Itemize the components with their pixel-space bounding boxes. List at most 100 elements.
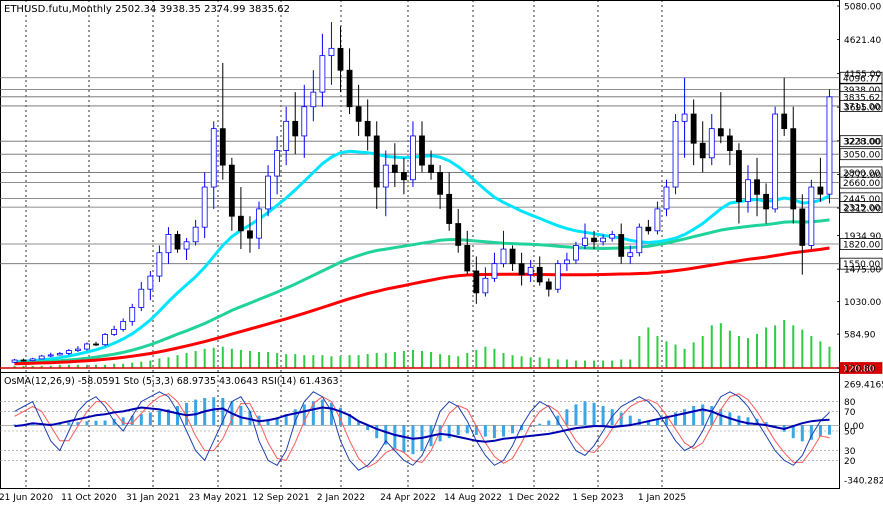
price-level-box bbox=[839, 238, 883, 250]
price-level-label: 3228.00 bbox=[843, 138, 880, 148]
candle-body bbox=[455, 223, 462, 246]
candle-body bbox=[799, 208, 806, 246]
candle-body bbox=[238, 215, 244, 232]
volume-bar bbox=[276, 353, 279, 368]
volume-bar bbox=[665, 341, 668, 368]
osma-bar bbox=[130, 415, 134, 426]
osma-bar bbox=[710, 406, 714, 426]
osma-bar bbox=[157, 410, 161, 426]
candle-body bbox=[228, 164, 235, 217]
osma-bar bbox=[311, 401, 315, 426]
y-tick-label: 2772.00 bbox=[844, 171, 881, 181]
x-tick-label: 24 Apr 2022 bbox=[380, 493, 436, 503]
osma-bar bbox=[492, 425, 496, 439]
volume-bar bbox=[710, 325, 713, 368]
x-tick-label: 1 Dec 2022 bbox=[508, 493, 560, 503]
price-level-label: 1550.00 bbox=[843, 260, 880, 270]
osma-bar bbox=[601, 406, 605, 426]
osma-bar bbox=[483, 425, 487, 437]
osma-bar bbox=[67, 422, 71, 426]
candle-body bbox=[364, 120, 371, 137]
symbol-label: ETHUSD.futu,Monthly bbox=[4, 4, 112, 15]
volume-bar bbox=[629, 359, 632, 368]
volume-bar bbox=[149, 360, 152, 368]
candle-body bbox=[545, 281, 552, 290]
osma-bar bbox=[692, 406, 696, 426]
candle-body bbox=[355, 106, 362, 122]
volume-bar bbox=[348, 355, 351, 368]
candle-body bbox=[636, 226, 643, 254]
osma-bar bbox=[384, 425, 388, 445]
volume-bar bbox=[339, 356, 342, 368]
volume-bar bbox=[357, 355, 360, 368]
volume-bar bbox=[194, 350, 197, 368]
volume-bar bbox=[76, 364, 79, 368]
volume-bar bbox=[113, 363, 116, 368]
osma-bar bbox=[166, 409, 170, 426]
volume-bar bbox=[267, 352, 270, 368]
osma-bar bbox=[529, 425, 533, 427]
volume-bar bbox=[774, 325, 777, 368]
volume-bar bbox=[203, 348, 206, 368]
rsi-line bbox=[14, 406, 830, 443]
x-tick-label: 14 Aug 2022 bbox=[444, 493, 502, 503]
candle-body bbox=[247, 230, 253, 239]
candle-body bbox=[754, 179, 760, 195]
candle-body bbox=[102, 334, 108, 346]
candle-body bbox=[11, 359, 18, 363]
osma-bar bbox=[701, 404, 705, 426]
volume-bar bbox=[602, 360, 605, 368]
volume-bar bbox=[384, 353, 387, 368]
price-level-label: 3938.00 bbox=[843, 86, 880, 96]
grid-layer bbox=[0, 0, 840, 489]
candle-body bbox=[93, 343, 99, 346]
osma-bar bbox=[293, 409, 297, 426]
volume-bar bbox=[185, 353, 188, 368]
price-level-label: 120.80 bbox=[843, 365, 875, 375]
osma-bar bbox=[628, 415, 632, 426]
volume-bar bbox=[439, 354, 442, 368]
candle-body bbox=[265, 175, 271, 210]
volume-bar bbox=[756, 333, 759, 368]
y-tick-label: 3233.00 bbox=[844, 137, 881, 147]
moving-average-line bbox=[14, 218, 830, 365]
x-tick-label: 21 Jun 2020 bbox=[0, 493, 53, 503]
candle-body bbox=[192, 226, 199, 243]
osma-bar bbox=[339, 407, 343, 426]
osma-bar bbox=[13, 424, 17, 426]
y-tick-label: 1475.00 bbox=[844, 266, 881, 276]
osma-bar bbox=[76, 422, 80, 426]
candle-body bbox=[500, 248, 507, 265]
volume-bar bbox=[58, 364, 61, 368]
moving-average-line bbox=[14, 246, 830, 366]
ma-layer bbox=[14, 149, 831, 366]
candle-body bbox=[790, 128, 797, 210]
osma-bar bbox=[320, 399, 324, 426]
volume-bar bbox=[502, 353, 505, 368]
candle-body bbox=[219, 128, 226, 166]
candle-body bbox=[310, 91, 317, 108]
osma-bar bbox=[683, 409, 687, 426]
candle-body bbox=[391, 164, 398, 173]
price-level-label: 3711.00 bbox=[843, 102, 880, 112]
candle-body bbox=[573, 245, 579, 261]
volume-bar bbox=[85, 364, 88, 368]
osma-bar bbox=[375, 425, 379, 439]
candle-body bbox=[129, 307, 136, 322]
candle-body bbox=[817, 186, 824, 195]
x-tick-label: 12 Sep 2021 bbox=[252, 493, 309, 503]
candle-body bbox=[808, 186, 815, 246]
y-tick-label: 2312.00 bbox=[844, 205, 881, 215]
osma-bar bbox=[112, 418, 116, 426]
osma-bar bbox=[121, 417, 125, 426]
volume-bar bbox=[312, 355, 315, 368]
candle-body bbox=[56, 353, 63, 356]
volume-bar bbox=[402, 350, 405, 368]
osma-bar bbox=[538, 423, 542, 426]
candle-body bbox=[736, 150, 742, 203]
price-level-label: 3835.62 bbox=[843, 93, 880, 103]
oscillator-tick-label: 0.00 bbox=[844, 422, 864, 432]
candle-body bbox=[319, 55, 326, 93]
